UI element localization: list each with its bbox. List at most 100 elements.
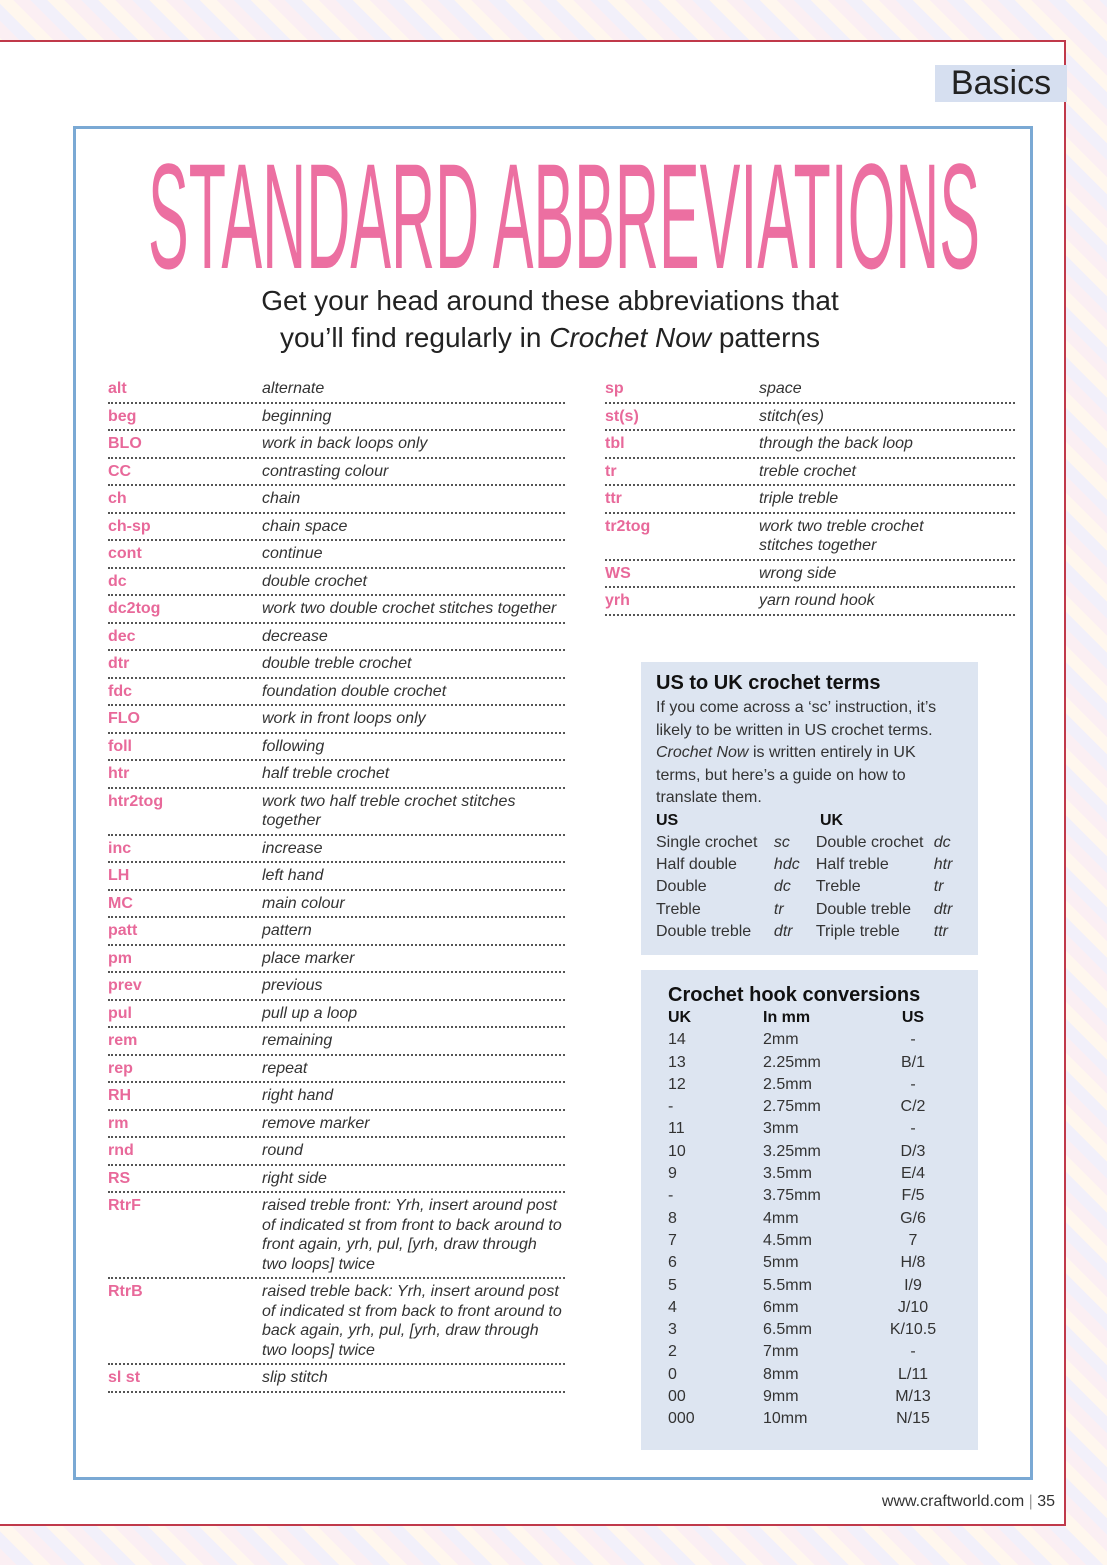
abbrev-row: rnd round	[108, 1138, 565, 1166]
term-cell: Treble	[656, 900, 701, 918]
meaning: pull up a loop	[262, 1004, 358, 1022]
meaning: through the back loop	[759, 435, 913, 452]
meaning: stitch(es)	[759, 407, 824, 425]
abbrev-row: beg beginning	[108, 404, 565, 431]
term-row: Treble tr Double treble dtr	[656, 899, 963, 921]
hook-cell: 5mm	[763, 1254, 799, 1272]
hook-row: 7 4.5mm 7	[668, 1230, 951, 1252]
abbreviation: tr	[605, 462, 617, 480]
term-cell: sc	[773, 833, 790, 851]
abbreviation: patt	[108, 922, 138, 939]
meaning: work two treble crochet stitches togethe…	[759, 517, 924, 555]
meaning: continue	[262, 545, 323, 562]
subtitle-line: Get your head around these abbreviations…	[261, 285, 839, 316]
meaning: following	[262, 737, 325, 755]
box-title: US to UK crochet terms	[656, 672, 881, 694]
hook-row: 8 4mm G/6	[668, 1208, 951, 1230]
box-title: Crochet hook conversions	[668, 984, 921, 1006]
abbreviation: prev	[108, 977, 142, 994]
abbrev-row: FLO work in front loops only	[108, 706, 565, 734]
hook-cell: F/5	[901, 1187, 925, 1205]
meaning: chain space	[262, 517, 348, 535]
term-row: Double treble dtr Triple treble ttr	[656, 921, 963, 943]
term-cell: Double	[656, 878, 707, 896]
abbrev-row: RH right hand	[108, 1083, 565, 1111]
abbrev-row: yrh yarn round hook	[605, 588, 1015, 616]
abbreviation: pm	[108, 949, 132, 967]
hook-cell: 6	[668, 1254, 677, 1272]
abbreviation: WS	[605, 564, 631, 582]
term-cell: tr	[773, 900, 784, 918]
intro-text: is written entirely in UK terms, but her…	[656, 744, 916, 806]
meaning: wrong side	[759, 564, 837, 582]
term-cell: ttr	[933, 922, 948, 940]
header-row: UK In mm US	[668, 1007, 951, 1029]
box-intro: If you come across a ‘sc’ instruction, i…	[656, 697, 963, 810]
meaning: pattern	[262, 922, 312, 939]
abbreviation: inc	[108, 839, 132, 857]
hook-cell: 12	[668, 1075, 686, 1093]
us-uk-table: US UK Single crochet sc Double crochet dc Half…	[656, 810, 963, 944]
hook-cell: 5.5mm	[763, 1276, 812, 1294]
abbrev-row: CC contrasting colour	[108, 459, 565, 486]
hook-row: 4 6mm J/10	[668, 1297, 951, 1319]
header-cell: UK	[668, 1009, 692, 1026]
section-tag: Basics	[935, 65, 1067, 102]
hook-cell: 4mm	[763, 1209, 799, 1227]
hook-row: 13 2.25mm B/1	[668, 1052, 951, 1074]
term-cell: hdc	[773, 856, 800, 874]
hook-cell: 5	[668, 1276, 677, 1294]
meaning: contrasting colour	[262, 462, 389, 480]
abbrev-row: BLO work in back loops only	[108, 431, 565, 459]
hook-cell: 4.5mm	[763, 1231, 812, 1249]
hook-row: 000 10mm N/15	[668, 1408, 951, 1430]
hook-row: 11 3mm -	[668, 1118, 951, 1140]
abbreviation: tr2tog	[605, 517, 651, 535]
abbrev-row: dtr double treble crochet	[108, 651, 565, 679]
hook-cell: 6.5mm	[763, 1321, 812, 1339]
term-cell: Double treble	[815, 900, 911, 918]
hook-box: Crochet hook conversions UK In mm US 14 2mm -…	[641, 970, 978, 1450]
title-svg: STANDARD ABBREVIATIONS	[148, 150, 980, 280]
hook-cell: I/9	[904, 1276, 922, 1294]
abbrev-row: inc increase	[108, 836, 565, 863]
hook-cell: 2mm	[763, 1031, 799, 1049]
hook-cell: J/10	[897, 1298, 929, 1316]
hook-cell: 00	[668, 1388, 686, 1406]
meaning: increase	[262, 839, 323, 857]
meaning: slip stitch	[262, 1369, 328, 1386]
abbreviation: dec	[108, 627, 136, 645]
abbrev-row: LH left hand	[108, 863, 565, 891]
abbreviation: rnd	[108, 1142, 134, 1159]
hook-row: - 2.75mm C/2	[668, 1096, 951, 1118]
hook-cell: G/6	[900, 1209, 926, 1227]
abbrev-row: ttr triple treble	[605, 486, 1015, 514]
term-cell: htr	[933, 856, 953, 874]
abbreviation: tbl	[605, 435, 625, 452]
hook-cell: K/10.5	[889, 1321, 937, 1339]
hook-cell: -	[668, 1187, 674, 1205]
abbreviation: rep	[108, 1059, 133, 1077]
term-cell: dtr	[773, 922, 793, 940]
hook-cell: 7mm	[763, 1343, 799, 1361]
hook-cell: 7	[668, 1231, 677, 1249]
abbreviation: dc	[108, 572, 127, 590]
term-cell: Treble	[815, 878, 861, 896]
hook-cell: 6mm	[763, 1298, 799, 1316]
abbreviation: FLO	[108, 710, 140, 727]
hook-table: UK In mm US 14 2mm - 13 2.25mm B/1 12 2.5mm - - 2.75m…	[668, 1007, 951, 1431]
hook-cell: 13	[668, 1053, 686, 1071]
abbreviation: yrh	[605, 592, 630, 609]
meaning: right hand	[262, 1087, 334, 1104]
term-cell: Double crochet	[815, 833, 924, 851]
meaning: treble crochet	[759, 462, 856, 480]
subtitle-text: you’ll find regularly in	[279, 322, 542, 353]
abbreviation: htr	[108, 765, 130, 782]
abbreviation: st(s)	[605, 407, 639, 425]
hook-cell: 000	[668, 1410, 695, 1428]
hook-cell: B/1	[900, 1053, 925, 1071]
abbrev-row: WS wrong side	[605, 561, 1015, 588]
hook-cell: 10mm	[763, 1410, 808, 1428]
header-cell: US	[901, 1009, 925, 1026]
hook-row: 6 5mm H/8	[668, 1252, 951, 1274]
